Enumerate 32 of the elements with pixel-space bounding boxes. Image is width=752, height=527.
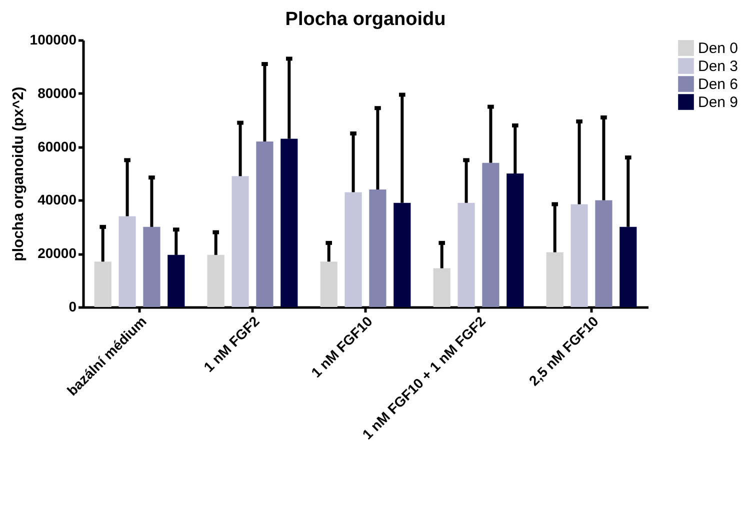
legend-label: Den 9 [698, 94, 738, 111]
bar [232, 176, 249, 307]
y-tick-label: 20000 [38, 245, 77, 262]
bar [369, 190, 386, 307]
bar [482, 162, 500, 307]
y-tick-label: 0 [68, 298, 77, 314]
y-tick-label: 60000 [38, 138, 77, 154]
legend-label: Den 3 [698, 58, 738, 75]
legend-label: Den 6 [698, 76, 738, 93]
y-tick-label: 40000 [38, 192, 77, 208]
bar [143, 226, 160, 307]
y-axis-title: plocha organoidu (px^2) [10, 86, 27, 262]
legend-label: Den 0 [698, 40, 738, 57]
bar [94, 262, 112, 307]
bar [344, 192, 362, 307]
chart-title: Plocha organoidu [285, 9, 446, 30]
bar [256, 141, 274, 307]
bar [620, 226, 637, 307]
bar [458, 202, 475, 307]
bar [546, 252, 564, 307]
y-tick-label: 100000 [30, 32, 77, 48]
bar [595, 200, 612, 307]
bar [207, 254, 224, 307]
y-tick-label: 80000 [38, 84, 77, 101]
bar [433, 268, 450, 307]
bar [168, 254, 185, 307]
bar [394, 202, 411, 307]
bar [570, 204, 588, 307]
bar [118, 216, 136, 307]
bar [506, 174, 524, 307]
bar [280, 138, 298, 307]
bar [320, 262, 338, 307]
